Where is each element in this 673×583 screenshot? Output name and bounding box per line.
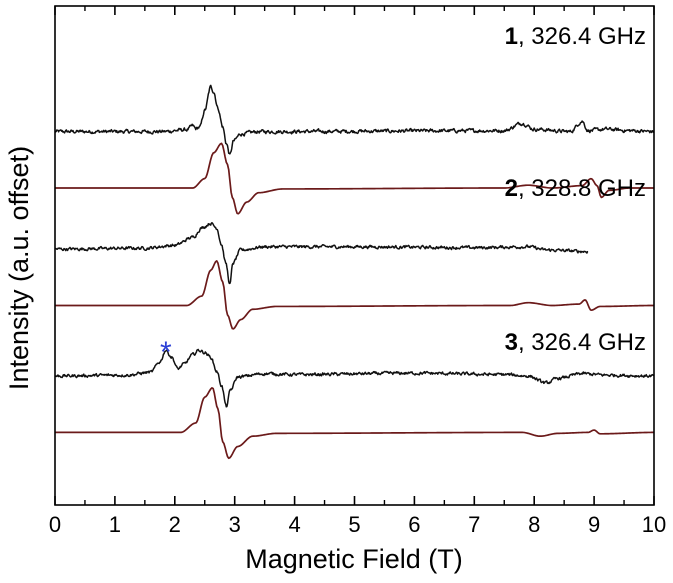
- spectrum-label-2-number: 2: [505, 175, 518, 202]
- y-axis-label: Intensity (a.u. offset): [4, 146, 34, 390]
- x-tick-label: 2: [169, 512, 181, 537]
- x-tick-label: 5: [348, 512, 360, 537]
- spectrum-label-1-text: , 326.4 GHz: [518, 23, 646, 50]
- x-tick-label: 8: [528, 512, 540, 537]
- x-tick-label: 10: [642, 512, 666, 537]
- spectrum-label-3-text: , 326.4 GHz: [518, 329, 646, 356]
- x-tick-label: 0: [49, 512, 61, 537]
- spectrum-label-3: 3, 326.4 GHz: [505, 329, 646, 356]
- spectrum-label-2: 2, 328.8 GHz: [505, 175, 646, 202]
- impurity-asterisk: *: [160, 336, 172, 369]
- x-tick-label: 4: [288, 512, 300, 537]
- x-tick-label: 3: [229, 512, 241, 537]
- plot-frame: [54, 5, 655, 506]
- experimental-spectrum-1: [54, 84, 655, 155]
- experimental-spectrum-3: [54, 348, 655, 408]
- spectrum-label-1: 1, 326.4 GHz: [505, 23, 646, 50]
- simulated-spectrum-1: [55, 142, 654, 215]
- x-axis-ticks: [54, 6, 655, 505]
- simulated-spectrum-3: [55, 387, 654, 460]
- spectrum-label-2-text: , 328.8 GHz: [518, 175, 646, 202]
- x-tick-label: 7: [468, 512, 480, 537]
- x-axis-tick-labels: 0 1 2 3 4 5 6 7 8 9 10: [49, 512, 666, 537]
- x-tick-label: 6: [408, 512, 420, 537]
- x-tick-label: 9: [588, 512, 600, 537]
- simulated-spectrum-2: [55, 260, 654, 330]
- x-axis-label: Magnetic Field (T): [245, 544, 463, 574]
- plot-area: [54, 84, 655, 460]
- experimental-spectrum-2: [54, 222, 589, 285]
- x-tick-label: 1: [109, 512, 121, 537]
- plot-border: [54, 5, 655, 506]
- spectrum-label-1-number: 1: [505, 23, 518, 50]
- spectrum-label-3-number: 3: [505, 329, 518, 356]
